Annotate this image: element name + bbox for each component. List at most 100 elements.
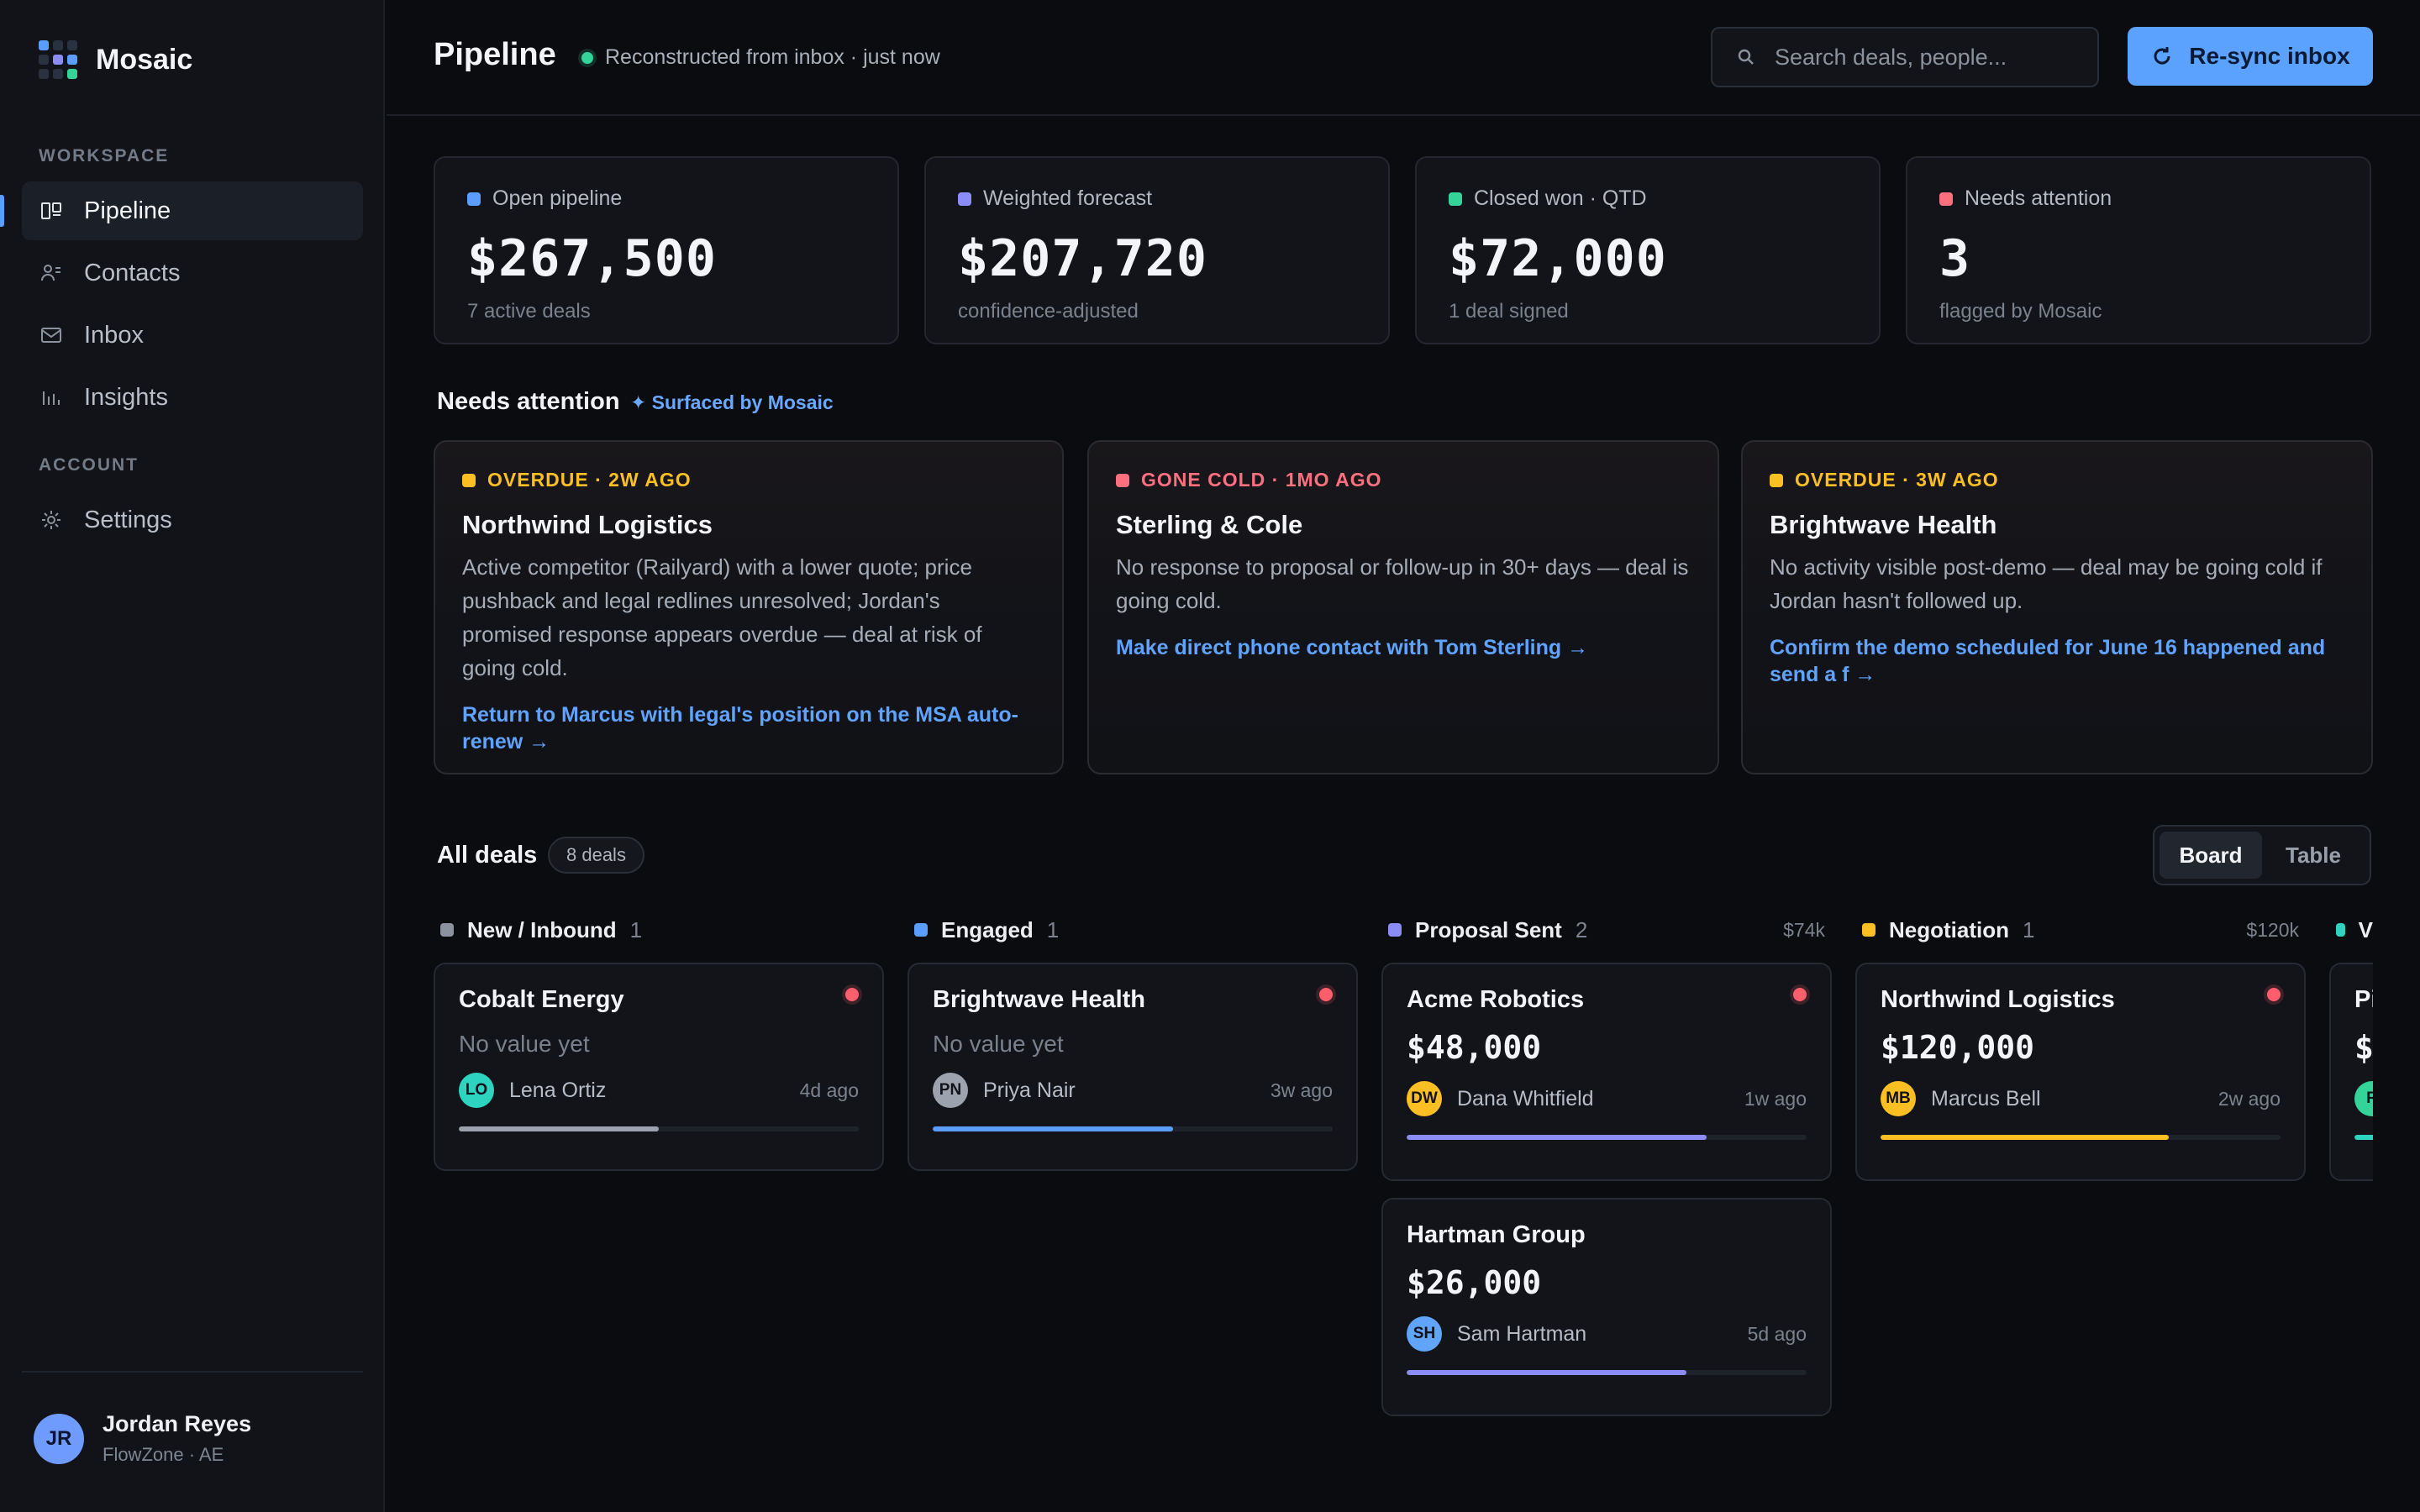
avatar: LO bbox=[459, 1073, 494, 1108]
sidebar-item-insights[interactable]: Insights bbox=[22, 368, 363, 427]
deal-owner: Dana Whitfield bbox=[1457, 1086, 1594, 1110]
stat-card-needs-attention: Needs attention 3 flagged by Mosaic bbox=[1906, 156, 2371, 344]
deal-value: No value yet bbox=[459, 1031, 590, 1057]
attention-card-northwind[interactable]: OVERDUE · 2W AGO Northwind Logistics Act… bbox=[434, 440, 1064, 774]
deal-age: 4d ago bbox=[799, 1079, 859, 1101]
sidebar-item-label: Pipeline bbox=[84, 197, 171, 224]
deal-age: 2w ago bbox=[2217, 1087, 2281, 1110]
stat-value: $72,000 bbox=[1449, 229, 1667, 288]
deal-card-cobalt-energy[interactable]: Cobalt Energy No value yet LO Lena Ortiz… bbox=[434, 963, 884, 1171]
deal-progress bbox=[459, 1126, 859, 1131]
sidebar-item-contacts[interactable]: Contacts bbox=[22, 244, 363, 302]
refresh-icon bbox=[2154, 47, 2170, 65]
avatar: SH bbox=[1407, 1316, 1442, 1352]
sidebar-item-settings[interactable]: Settings bbox=[22, 491, 363, 549]
column-header-proposal-sent: Proposal Sent 2 bbox=[1388, 917, 1587, 942]
deal-age: 1w ago bbox=[1744, 1087, 1807, 1110]
deals-count-badge: 8 deals bbox=[548, 837, 644, 874]
alert-title: Northwind Logistics bbox=[462, 510, 713, 539]
alert-tag: OVERDUE · 2W AGO bbox=[487, 469, 692, 491]
attention-card-brightwave[interactable]: OVERDUE · 3W AGO Brightwave Health No ac… bbox=[1741, 440, 2373, 774]
deal-card-acme-robotics[interactable]: Acme Robotics $48,000 DW Dana Whitfield … bbox=[1381, 963, 1832, 1181]
deal-owner: Priya Nair bbox=[983, 1078, 1076, 1102]
stat-card-open-pipeline: Open pipeline $267,500 7 active deals bbox=[434, 156, 899, 344]
stat-sub: flagged by Mosaic bbox=[1939, 300, 2102, 323]
deal-owner: Lena Ortiz bbox=[509, 1078, 607, 1102]
alert-title: Brightwave Health bbox=[1770, 510, 1997, 539]
status-square-icon bbox=[462, 473, 476, 487]
deal-progress bbox=[1881, 1135, 2281, 1140]
bar-chart-icon bbox=[43, 391, 60, 405]
needs-attention-title: Needs attention bbox=[437, 388, 620, 415]
deal-name: Cobalt Energy bbox=[459, 986, 624, 1013]
mail-icon bbox=[41, 328, 61, 343]
column-count: 1 bbox=[1046, 916, 1060, 942]
stage-square-icon bbox=[440, 923, 454, 937]
user-name: Jordan Reyes bbox=[103, 1411, 252, 1436]
deal-value: No value yet bbox=[933, 1031, 1064, 1057]
stage-square-icon bbox=[914, 923, 928, 937]
stat-card-closed-won: Closed won · QTD $72,000 1 deal signed bbox=[1415, 156, 1881, 344]
column-header-negotiation: Negotiation 1 bbox=[1862, 917, 2034, 942]
resync-inbox-button[interactable]: Re-sync inbox bbox=[2128, 27, 2373, 86]
app-name: Mosaic bbox=[96, 43, 193, 76]
search-box[interactable] bbox=[1711, 27, 2099, 87]
status-square-icon bbox=[1770, 473, 1783, 487]
stat-card-weighted-forecast: Weighted forecast $207,720 confidence-ad… bbox=[924, 156, 1390, 344]
column-name: Negotiation bbox=[1889, 916, 2009, 942]
search-icon bbox=[1738, 49, 1754, 65]
stat-sub: confidence-adjusted bbox=[958, 300, 1139, 323]
progress-fill bbox=[1407, 1135, 1707, 1140]
alert-tag: GONE COLD · 1MO AGO bbox=[1141, 469, 1382, 491]
deal-card-northwind-logistics[interactable]: Northwind Logistics $120,000 MB Marcus B… bbox=[1855, 963, 2306, 1181]
sidebar-item-inbox[interactable]: Inbox bbox=[22, 306, 363, 365]
table-view-button[interactable]: Table bbox=[2286, 842, 2341, 868]
column-total: $74k bbox=[1783, 919, 1825, 941]
alert-action-link[interactable]: Make direct phone contact with Tom Sterl… bbox=[1116, 636, 1589, 659]
stat-label: Needs attention bbox=[1965, 186, 2112, 210]
avatar: PN bbox=[933, 1073, 968, 1108]
stat-sub: 1 deal signed bbox=[1449, 300, 1569, 323]
header: Pipeline Reconstructed from inbox · just… bbox=[387, 0, 2420, 116]
attention-card-sterling[interactable]: GONE COLD · 1MO AGO Sterling & Cole No r… bbox=[1087, 440, 1719, 774]
search-input[interactable] bbox=[1775, 44, 2077, 71]
stat-label: Closed won · QTD bbox=[1474, 186, 1647, 210]
alert-title: Sterling & Cole bbox=[1116, 510, 1303, 539]
all-deals-title: All deals bbox=[437, 842, 538, 869]
column-total: $120k bbox=[2246, 919, 2299, 941]
progress-fill bbox=[1407, 1370, 1687, 1375]
sidebar-divider bbox=[22, 1371, 363, 1373]
attention-flag-icon bbox=[2267, 988, 2281, 1001]
legend-square-icon bbox=[958, 192, 971, 206]
alert-action-link[interactable]: Confirm the demo scheduled for June 16 h… bbox=[1770, 636, 2326, 686]
column-count: 1 bbox=[629, 916, 643, 942]
legend-square-icon bbox=[1449, 192, 1462, 206]
deal-card-clipped[interactable]: Pi $ R bbox=[2329, 963, 2373, 1181]
sidebar-item-pipeline[interactable]: Pipeline bbox=[0, 181, 363, 240]
status-dot-icon bbox=[581, 51, 593, 64]
sync-status: Reconstructed from inbox · just now bbox=[581, 45, 940, 70]
contacts-icon bbox=[41, 265, 60, 281]
deal-progress bbox=[1407, 1370, 1807, 1375]
surfaced-by-mosaic-label: ✦ Surfaced by Mosaic bbox=[630, 391, 834, 413]
alert-action-link[interactable]: Return to Marcus with legal's position o… bbox=[462, 703, 1018, 753]
deal-card-brightwave-health[interactable]: Brightwave Health No value yet PN Priya … bbox=[908, 963, 1358, 1171]
avatar: R bbox=[2354, 1081, 2373, 1116]
deal-owner: Marcus Bell bbox=[1931, 1086, 2041, 1110]
status-square-icon bbox=[1116, 473, 1129, 487]
deal-card-hartman-group[interactable]: Hartman Group $26,000 SH Sam Hartman 5d … bbox=[1381, 1198, 1832, 1416]
page-title: Pipeline bbox=[434, 37, 556, 72]
avatar: JR bbox=[34, 1413, 84, 1464]
gear-icon bbox=[42, 511, 60, 529]
attention-flag-icon bbox=[845, 988, 859, 1001]
user-profile[interactable]: JR Jordan Reyes FlowZone · AE bbox=[34, 1411, 251, 1466]
column-count: 1 bbox=[2023, 916, 2035, 942]
alert-body: No response to proposal or follow-up in … bbox=[1116, 554, 1689, 613]
sidebar-item-label: Contacts bbox=[84, 259, 181, 286]
column-name: New / Inbound bbox=[467, 916, 617, 942]
deal-name: Brightwave Health bbox=[933, 986, 1145, 1013]
deal-age: 3w ago bbox=[1270, 1079, 1333, 1101]
board-view-button[interactable]: Board bbox=[2160, 832, 2262, 879]
brand[interactable]: Mosaic bbox=[39, 40, 192, 79]
kanban-icon bbox=[41, 202, 61, 219]
